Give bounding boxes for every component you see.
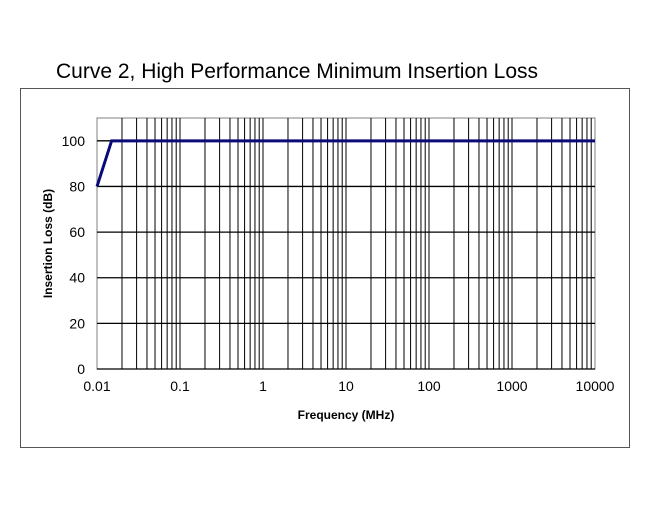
y-tick-label: 80 [69, 178, 85, 194]
y-tick-label: 100 [62, 133, 86, 149]
x-tick-label: 10000 [576, 378, 615, 394]
chart-title: Curve 2, High Performance Minimum Insert… [56, 60, 539, 83]
x-tick-label: 10 [338, 378, 354, 394]
x-tick-label: 1 [259, 378, 267, 394]
x-tick-label: 1000 [496, 378, 527, 394]
y-tick-label: 60 [69, 224, 85, 240]
chart-frame [20, 88, 630, 448]
x-axis-label: Frequency (MHz) [298, 408, 395, 422]
y-tick-label: 20 [69, 315, 85, 331]
x-tick-label: 100 [417, 378, 441, 394]
x-tick-label: 0.01 [83, 378, 110, 394]
y-axis-label: Insertion Loss (dB) [41, 189, 55, 298]
y-tick-label: 40 [69, 270, 85, 286]
series-line [95, 139, 595, 187]
y-tick-label: 0 [77, 361, 85, 377]
x-tick-label: 0.1 [170, 378, 190, 394]
